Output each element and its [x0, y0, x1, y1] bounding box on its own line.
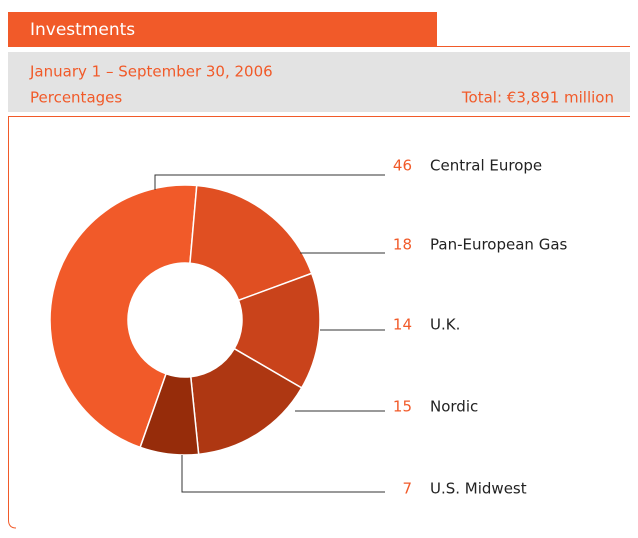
chart-title: Investments	[30, 20, 135, 40]
slice	[189, 184, 313, 302]
value-label: 7	[402, 480, 412, 498]
slice	[49, 184, 198, 449]
frame	[8, 116, 630, 529]
category-label: U.K.	[430, 316, 460, 334]
value-label: 15	[393, 398, 412, 416]
value-label: 18	[393, 236, 412, 254]
slice	[189, 347, 303, 456]
leader-line	[154, 174, 385, 190]
chart-subtitle: January 1 – September 30, 2006	[29, 63, 273, 81]
category-label: Nordic	[430, 398, 478, 416]
total-label: Total: €3,891 million	[461, 89, 614, 107]
unit-label: Percentages	[30, 89, 122, 107]
slice	[233, 272, 321, 389]
subtitle-band	[8, 52, 630, 112]
value-label: 46	[393, 157, 412, 175]
category-label: Pan-European Gas	[430, 236, 568, 254]
title-bar	[8, 12, 437, 47]
leader-line	[181, 455, 385, 493]
category-label: U.S. Midwest	[430, 480, 527, 498]
slice	[139, 372, 200, 456]
value-label: 14	[393, 316, 412, 334]
category-label: Central Europe	[430, 157, 542, 175]
